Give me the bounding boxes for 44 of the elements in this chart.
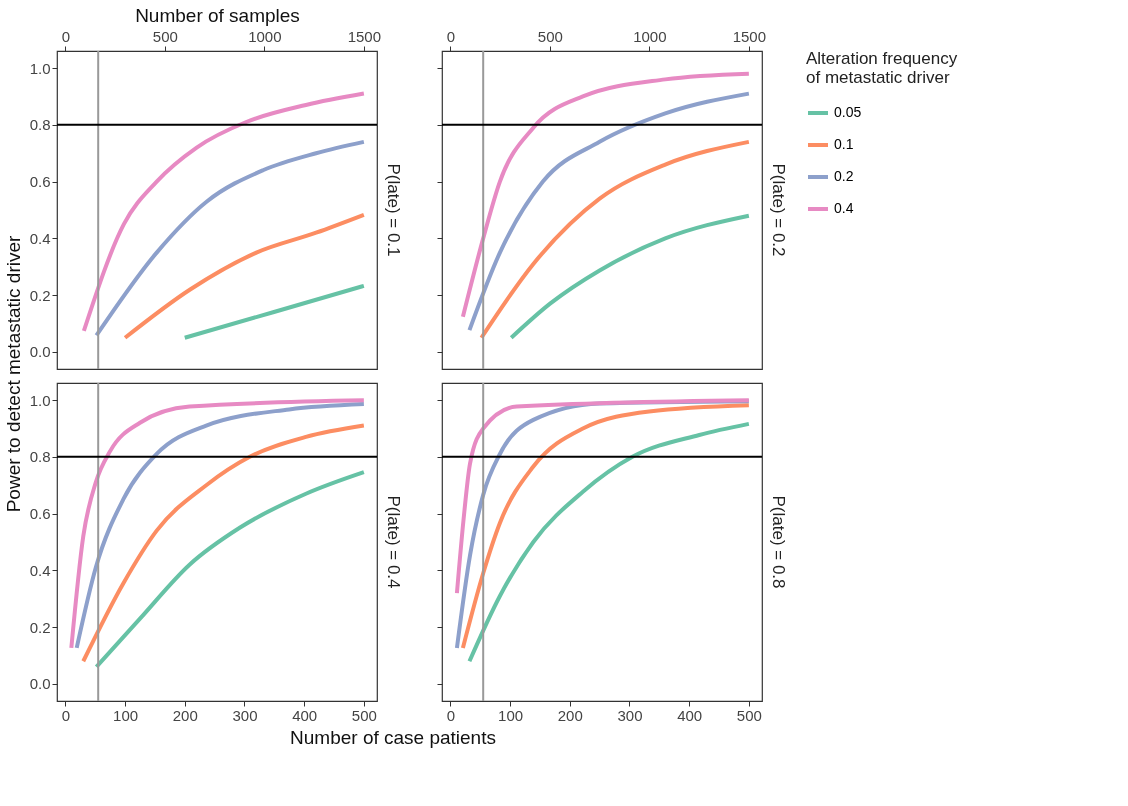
x-tick-label: 500 <box>351 706 377 724</box>
x2-tick-label: 1000 <box>633 27 667 45</box>
x-tick-label: 500 <box>736 706 762 724</box>
legend-label: 0.1 <box>834 136 854 152</box>
x-tick-label: 100 <box>498 706 524 724</box>
x-tick-label: 0 <box>61 706 71 724</box>
legend-label: 0.05 <box>834 104 862 120</box>
y-tick-label: 1.0 <box>29 59 51 77</box>
legend-label: 0.2 <box>834 168 854 184</box>
legend-title: Alteration frequency of metastatic driver <box>806 49 958 87</box>
x2-tick-label: 1500 <box>347 27 382 45</box>
y-tick-label: 0.8 <box>29 116 51 134</box>
y-tick-label: 0.4 <box>29 229 51 247</box>
text: P(late) = 0.8 <box>769 495 788 589</box>
y-tick-label: 0.0 <box>29 675 51 693</box>
y-tick-label: 0.0 <box>29 343 51 361</box>
x-tick-label: 400 <box>292 706 318 724</box>
y-tick-label: 0.8 <box>29 448 51 466</box>
x2-tick-label: 500 <box>537 27 563 45</box>
x-tick-label: 200 <box>172 706 198 724</box>
x-tick-label: 0 <box>446 706 456 724</box>
y-tick-label: 1.0 <box>29 391 51 409</box>
x2-tick-label: 0 <box>446 27 456 45</box>
x2-axis-title: Number of samples <box>135 4 300 26</box>
x-axis-title: Number of case patients <box>290 727 496 748</box>
x2-tick-label: 500 <box>152 27 178 45</box>
x-tick-label: 200 <box>557 706 583 724</box>
y-tick-label: 0.4 <box>29 561 51 579</box>
y-tick-label: 0.2 <box>29 286 51 304</box>
x-tick-label: 400 <box>677 706 703 724</box>
x2-tick-label: 0 <box>61 27 71 45</box>
x-tick-label: 300 <box>617 706 643 724</box>
y-axis-title: Power to detect metastatic driver <box>3 234 24 513</box>
x-tick-label: 300 <box>232 706 258 724</box>
y-tick-label: 0.6 <box>29 505 51 523</box>
y-tick-label: 0.6 <box>29 173 51 191</box>
x2-tick-label: 1000 <box>248 27 282 45</box>
legend-label: 0.4 <box>834 200 854 216</box>
text: P(late) = 0.2 <box>769 163 788 257</box>
text: P(late) = 0.4 <box>384 495 403 589</box>
x-tick-label: 100 <box>113 706 139 724</box>
y-tick-label: 0.2 <box>29 618 51 636</box>
x2-tick-label: 1500 <box>732 27 767 45</box>
text: P(late) = 0.1 <box>384 163 403 257</box>
